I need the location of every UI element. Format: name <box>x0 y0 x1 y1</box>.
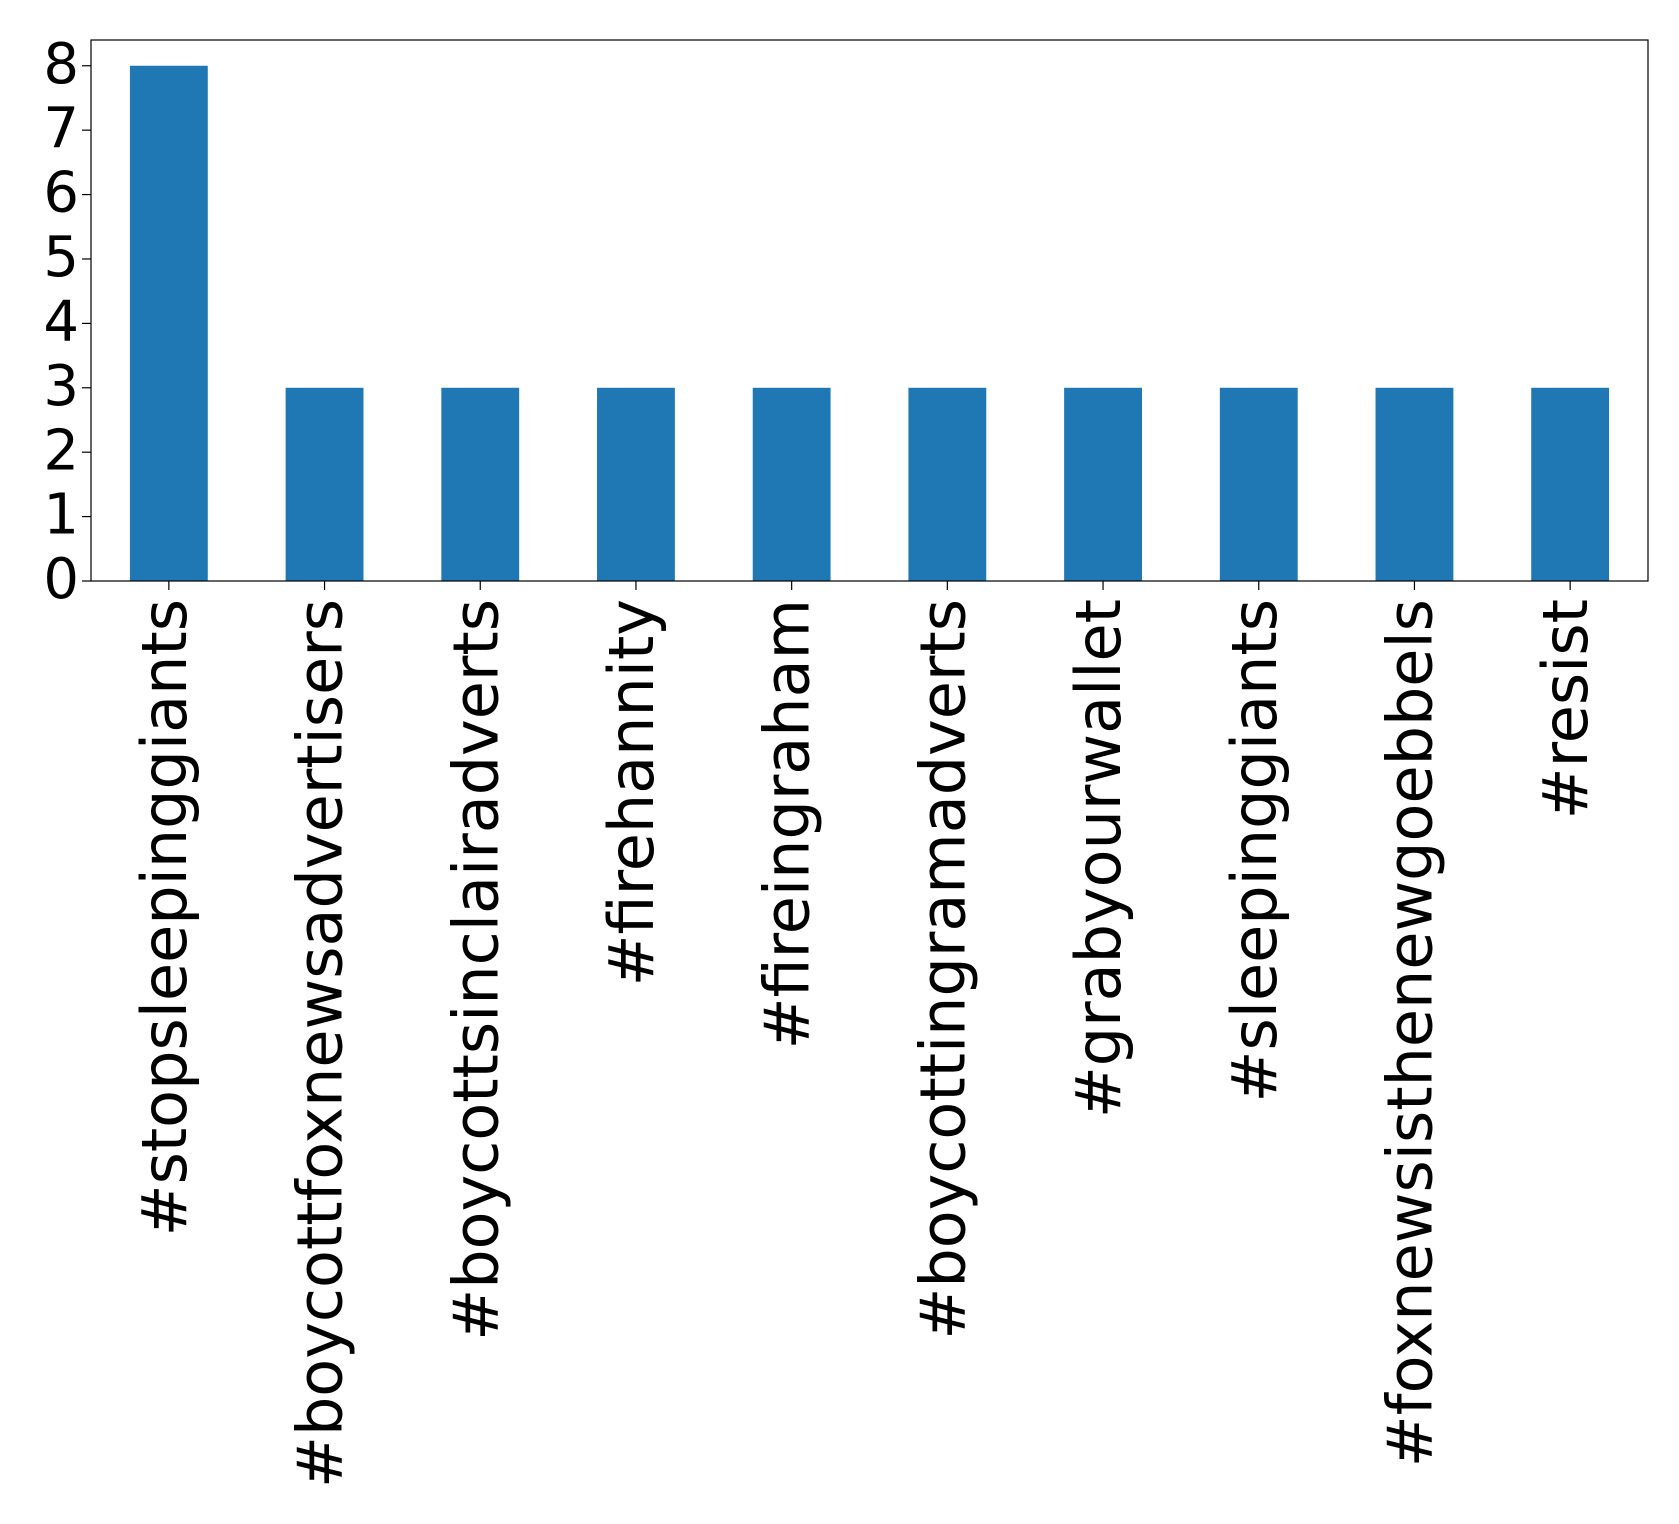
bar <box>1064 387 1142 581</box>
bar <box>1375 387 1454 581</box>
y-tick-label: 2 <box>43 418 79 483</box>
x-tick-label: #fireingraham <box>751 599 824 1049</box>
y-tick-label: 8 <box>43 32 79 97</box>
x-tick-label: #resist <box>1529 599 1602 819</box>
x-tick-label: #sleepinggiants <box>1218 599 1291 1102</box>
y-tick-label: 7 <box>43 96 79 161</box>
x-tick-label: #boycottsinclairadverts <box>439 599 512 1341</box>
x-tick-label: #grabyourwallet <box>1062 599 1135 1118</box>
x-tick-label: #foxnewsisthenewgoebbels <box>1374 599 1447 1467</box>
y-tick-label: 3 <box>43 354 79 419</box>
y-tick-label: 4 <box>43 290 79 355</box>
bar <box>129 65 208 581</box>
y-tick-label: 6 <box>43 161 79 226</box>
y-tick-label: 1 <box>43 483 79 548</box>
x-tick-label: #boycottingramadverts <box>906 599 979 1340</box>
x-tick-label: #firehannity <box>595 599 668 986</box>
x-tick-label: #stopsleepinggiants <box>128 599 201 1236</box>
y-tick-label: 5 <box>43 225 79 290</box>
bar <box>441 387 520 581</box>
x-tick-label: #boycottfoxnewsadvertisers <box>284 599 357 1488</box>
bar <box>1219 387 1298 581</box>
bar <box>1531 387 1610 581</box>
bar <box>285 387 364 581</box>
y-tick-label: 0 <box>43 547 79 612</box>
bar <box>597 387 675 581</box>
bar <box>908 387 987 581</box>
bar <box>752 387 831 581</box>
plot-frame <box>90 39 1649 582</box>
